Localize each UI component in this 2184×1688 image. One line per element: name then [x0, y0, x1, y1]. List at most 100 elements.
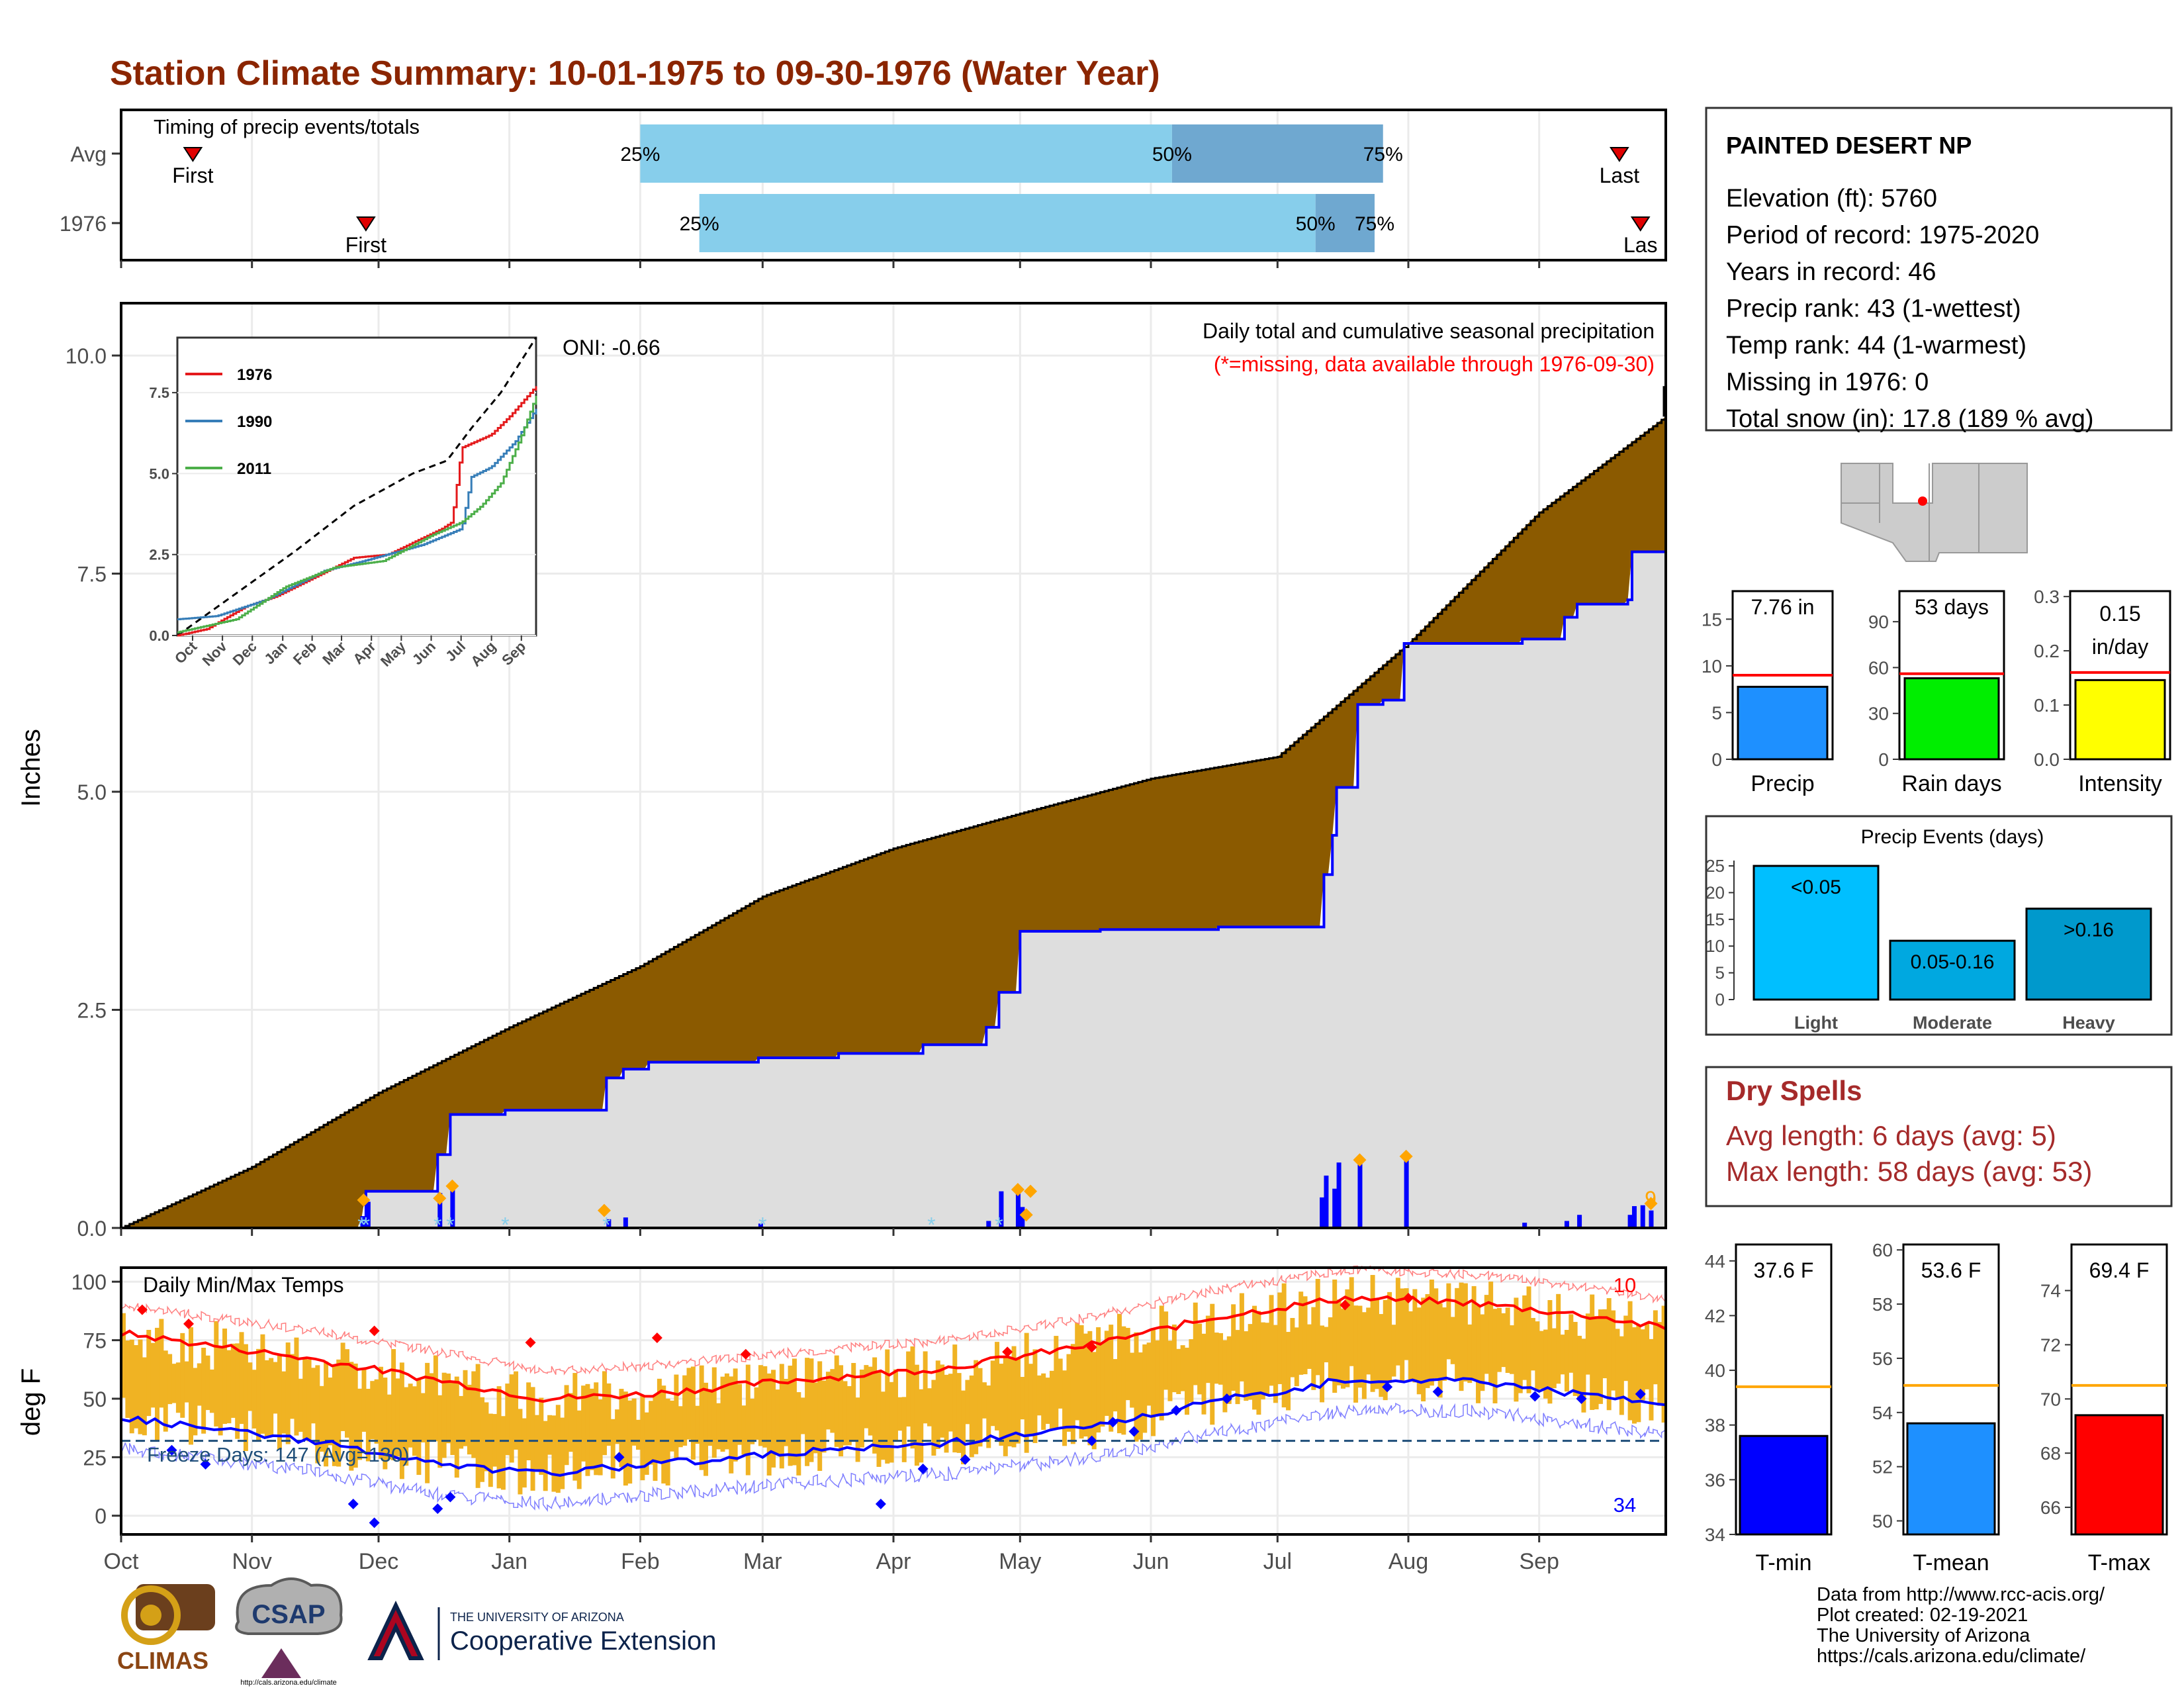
daily-temp-bar — [1045, 1378, 1050, 1424]
summary-y-tick-label: 0.2 — [2034, 641, 2060, 661]
events-bar-label: <0.05 — [1791, 876, 1841, 898]
daily-temp-bar — [914, 1364, 919, 1466]
station-name: PAINTED DESERT NP — [1726, 132, 1972, 159]
inset-average-line — [177, 337, 537, 637]
daily-temp-bar — [576, 1410, 582, 1489]
daily-temp-bar — [1121, 1326, 1126, 1435]
daily-temp-bar — [729, 1376, 734, 1474]
daily-temp-bar — [1442, 1307, 1447, 1381]
station-info-line: Precip rank: 43 (1-wettest) — [1726, 295, 2021, 323]
daily-temp-bar — [467, 1384, 472, 1455]
daily-temp-bar — [125, 1340, 130, 1419]
daily-temp-bar — [251, 1370, 257, 1429]
station-info-line: Years in record: 46 — [1726, 258, 1936, 286]
daily-temp-bar — [940, 1364, 945, 1438]
daily-temp-bar — [1201, 1333, 1206, 1415]
daily-precip-bar — [606, 1219, 612, 1228]
daily-temp-bar — [1349, 1277, 1354, 1366]
daily-temp-bar — [779, 1364, 784, 1469]
daily-temp-bar — [399, 1362, 404, 1479]
month-axis-label: Feb — [621, 1549, 660, 1574]
record-low-marker — [369, 1517, 380, 1528]
daily-temp-bar — [1109, 1325, 1114, 1432]
daily-temp-bar — [412, 1386, 417, 1456]
daily-temp-bar — [1412, 1289, 1418, 1383]
daily-temp-bar — [526, 1382, 531, 1461]
temp-summary-bar-name: T-mean — [1913, 1550, 1989, 1575]
daily-temp-bar — [893, 1369, 898, 1442]
daily-temp-bar — [686, 1368, 692, 1440]
timing-p75-label: 75% — [1363, 144, 1403, 165]
daily-temp-bar — [475, 1364, 480, 1488]
daily-temp-bar — [1467, 1324, 1473, 1383]
daily-temp-bar — [1146, 1342, 1152, 1406]
daily-temp-bar — [653, 1395, 658, 1481]
dry-spells-avg: Avg length: 6 days (avg: 5) — [1726, 1120, 2056, 1151]
daily-temp-bar — [310, 1368, 316, 1424]
daily-temp-bar — [484, 1402, 489, 1472]
month-axis-label: Jun — [1133, 1549, 1169, 1574]
precip-y-tick-label: 10.0 — [66, 344, 107, 368]
daily-temp-bar — [1066, 1354, 1071, 1432]
daily-temp-bar — [1636, 1325, 1641, 1423]
dry-spells-max: Max length: 58 days (avg: 53) — [1726, 1156, 2092, 1187]
events-category-label: Heavy — [2062, 1013, 2115, 1033]
daily-temp-bar — [248, 1362, 253, 1411]
daily-temp-bar — [1315, 1279, 1320, 1376]
daily-temp-bar — [1361, 1312, 1367, 1399]
climas-logo-text: CLIMAS — [117, 1647, 208, 1674]
daily-temp-bar — [813, 1382, 818, 1454]
daily-temp-bar — [1062, 1370, 1068, 1446]
snow-marker: * — [357, 1213, 365, 1237]
daily-temp-bar — [505, 1383, 510, 1456]
ua-block-a — [367, 1601, 424, 1660]
daily-temp-bar — [551, 1415, 557, 1492]
daily-temp-bar — [711, 1367, 717, 1458]
record-high-line — [120, 1265, 1666, 1376]
daily-precip-bar — [450, 1188, 455, 1228]
daily-precip-bar — [1564, 1221, 1569, 1228]
daily-temp-bar — [661, 1385, 666, 1484]
timing-bar-25-50 — [640, 124, 1172, 183]
last-event-marker — [1630, 216, 1651, 232]
daily-temp-bar — [864, 1365, 869, 1429]
daily-temp-bar — [374, 1379, 379, 1444]
month-axis-label: Dec — [359, 1549, 398, 1574]
daily-temp-bar — [1514, 1297, 1519, 1402]
daily-temp-bar — [598, 1399, 603, 1476]
daily-temp-bar — [750, 1398, 755, 1444]
temp-summary-y-tick-label: 68 — [2040, 1443, 2061, 1464]
summary-y-tick-label: 5 — [1711, 702, 1722, 723]
daily-temp-bar — [923, 1351, 928, 1424]
record-low-marker — [1128, 1426, 1140, 1437]
big-event-marker — [1011, 1183, 1024, 1197]
daily-temp-bar — [1138, 1352, 1143, 1440]
daily-temp-bar — [1463, 1283, 1468, 1382]
daily-temp-bar — [391, 1349, 396, 1461]
daily-temp-bar — [1522, 1295, 1527, 1380]
freeze-days-label: Freeze Days: 147 (Avg=130) — [147, 1443, 410, 1466]
daily-temp-bar — [1205, 1315, 1210, 1383]
daily-temp-bar — [357, 1388, 363, 1460]
daily-temp-bar — [450, 1380, 455, 1456]
daily-temp-bar — [463, 1370, 468, 1446]
daily-temp-bar — [290, 1354, 295, 1419]
daily-temp-bar — [1256, 1311, 1261, 1415]
daily-temp-bar — [197, 1363, 202, 1406]
daily-temp-bar — [1437, 1303, 1443, 1398]
daily-temp-bar — [180, 1333, 185, 1418]
daily-temp-bar — [1400, 1288, 1405, 1381]
temp-summary-y-tick-label: 52 — [1872, 1457, 1893, 1477]
daily-temp-bar — [518, 1409, 523, 1495]
temp-summary-y-tick-label: 50 — [1872, 1511, 1893, 1532]
daily-temp-bar — [446, 1373, 451, 1444]
daily-temp-bar — [547, 1415, 553, 1455]
daily-temp-bar — [1054, 1336, 1059, 1429]
record-low-marker — [166, 1444, 177, 1456]
hot-days-count: 10 — [1614, 1274, 1636, 1297]
daily-temp-bar — [1518, 1310, 1523, 1393]
daily-temp-bar — [1231, 1304, 1236, 1391]
daily-temp-bar — [534, 1415, 539, 1470]
